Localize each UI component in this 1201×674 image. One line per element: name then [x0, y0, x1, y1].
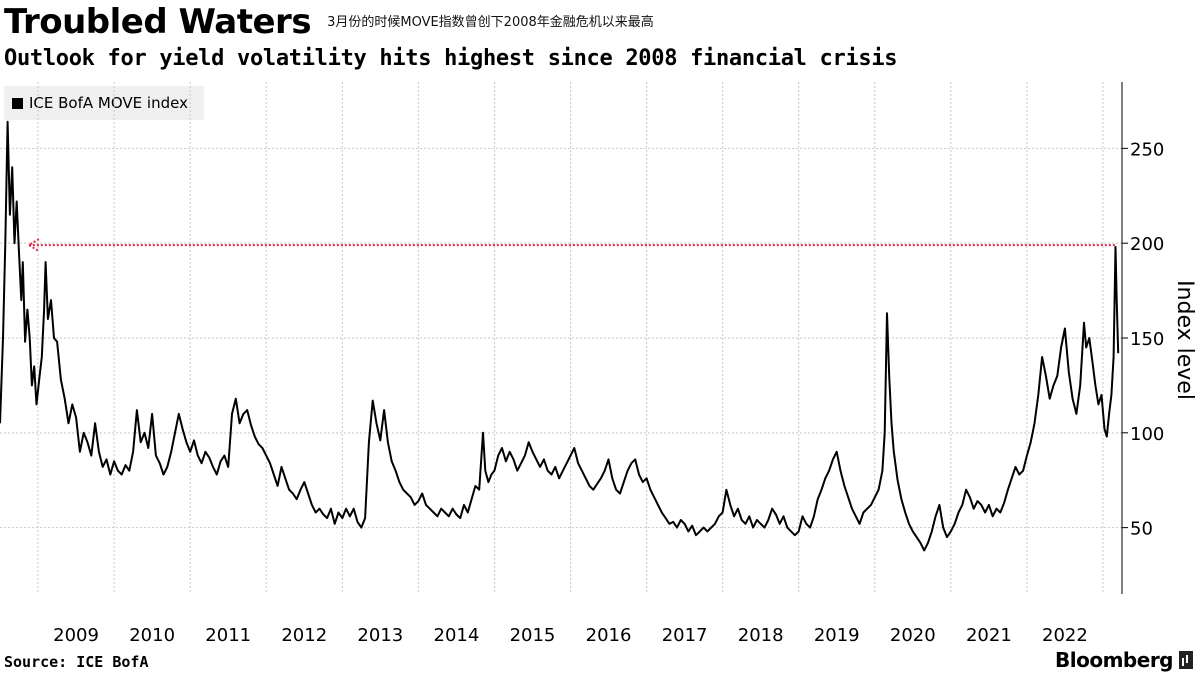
y-axis-label: Index level: [1172, 280, 1197, 400]
y-tick-label: 100: [1130, 424, 1164, 445]
x-tick-label: 2011: [205, 625, 251, 646]
x-tick-label: 2012: [281, 625, 327, 646]
series-line-move-index: [0, 120, 1120, 552]
brand-name: Bloomberg: [1055, 648, 1173, 672]
source-note: Source: ICE BofA: [4, 653, 149, 671]
x-tick-label: 2009: [53, 625, 99, 646]
y-tick-label: 200: [1130, 234, 1164, 255]
chart-title: Troubled Waters: [4, 2, 312, 42]
y-tick-label: 150: [1130, 329, 1164, 350]
x-tick-label: 2021: [966, 625, 1012, 646]
x-tick-label: 2018: [738, 625, 784, 646]
y-tick-label: 250: [1130, 139, 1164, 160]
y-tick-label: 50: [1130, 519, 1153, 540]
chart-subtitle: Outlook for yield volatility hits highes…: [4, 46, 898, 71]
x-tick-label: 2016: [586, 625, 632, 646]
legend: ICE BofA MOVE index: [4, 86, 204, 120]
x-tick-label: 2015: [510, 625, 556, 646]
title-row: Troubled Waters 3月份的时候MOVE指数曾创下2008年金融危机…: [4, 2, 654, 42]
x-tick-label: 2020: [890, 625, 936, 646]
x-tick-label: 2022: [1042, 625, 1088, 646]
reference-line-layer: [26, 238, 1116, 252]
series-layer: [0, 120, 1120, 552]
grid-lines: [0, 82, 1122, 594]
x-tick-label: 2014: [434, 625, 480, 646]
axes: 50 100 150 200 250 2009 2010 2011 2012 2013 2014 20…: [53, 82, 1164, 646]
x-tick-label: 2017: [662, 625, 708, 646]
bloomberg-terminal-icon: [1179, 651, 1193, 669]
legend-label: ICE BofA MOVE index: [29, 94, 188, 112]
x-tick-label: 2010: [129, 625, 175, 646]
x-tick-label: 2013: [357, 625, 403, 646]
chinese-annotation: 3月份的时候MOVE指数曾创下2008年金融危机以来最高: [327, 15, 654, 30]
brand: Bloomberg: [1055, 648, 1193, 672]
x-tick-label: 2019: [814, 625, 860, 646]
legend-swatch-square-icon: [12, 97, 23, 109]
